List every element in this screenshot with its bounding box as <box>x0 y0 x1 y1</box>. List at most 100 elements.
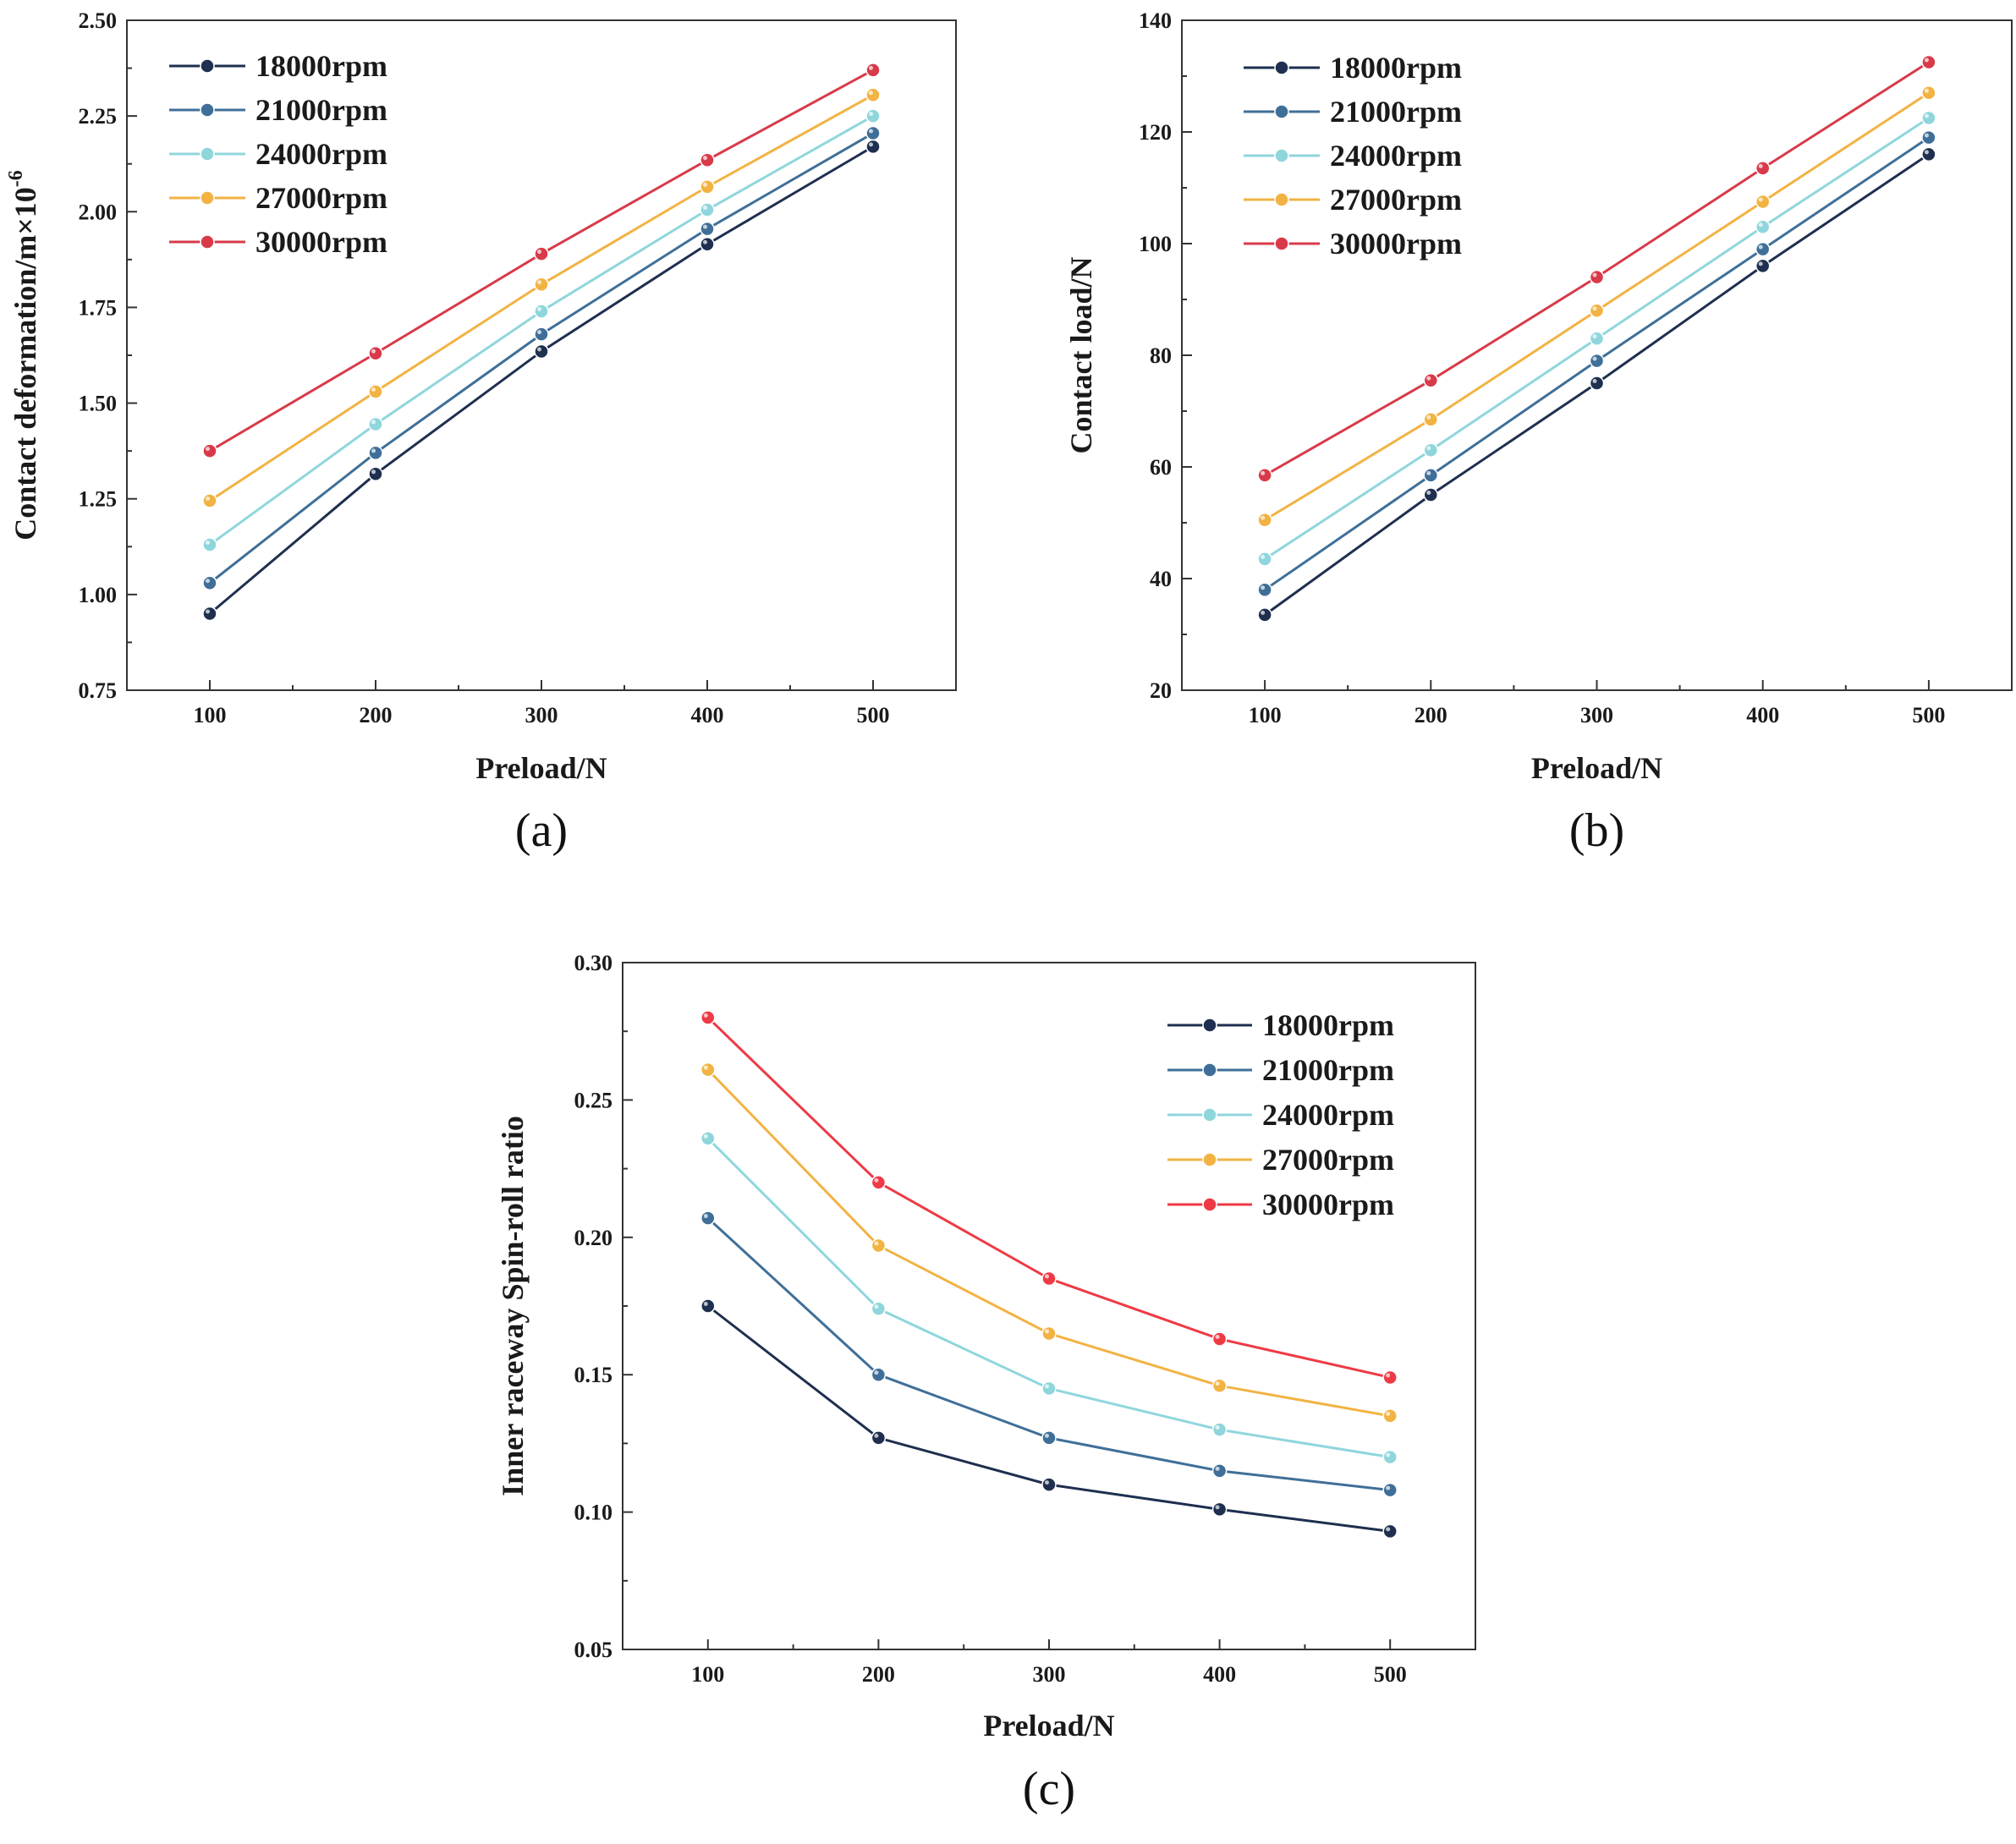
y-tick-label: 0.75 <box>79 678 118 703</box>
data-point-highlight <box>1215 1334 1220 1339</box>
data-point-highlight <box>1924 88 1929 93</box>
data-point <box>1423 372 1439 388</box>
legend: 18000rpm 21000rpm 24000rpm 27000rpm 30000rpm <box>169 49 387 259</box>
data-point <box>1382 1482 1398 1498</box>
legend-entry-label: 18000rpm <box>1330 51 1462 85</box>
data-point-highlight <box>1215 1466 1220 1471</box>
data-point-highlight <box>206 609 210 614</box>
x-tick-label: 400 <box>1746 703 1779 727</box>
data-point <box>1423 468 1439 483</box>
data-point-highlight <box>1215 1381 1220 1386</box>
legend-swatch-marker <box>1274 104 1289 119</box>
data-point-highlight <box>1592 356 1597 361</box>
legend-swatch-marker <box>1202 1152 1217 1167</box>
data-point-highlight <box>869 142 873 147</box>
data-point <box>700 202 715 217</box>
data-point-highlight <box>1592 379 1597 383</box>
data-point-highlight <box>1758 163 1763 168</box>
data-point-highlight <box>869 129 873 134</box>
legend-entry-label: 21000rpm <box>255 93 387 127</box>
data-point-highlight <box>1215 1505 1220 1510</box>
data-point-highlight <box>537 306 541 311</box>
chart-panel-b: 20 40 60 80 100 120 140 100 200 300 400 500 Preload/… <box>1064 8 2013 857</box>
series-line-18000rpm <box>209 145 874 615</box>
data-point <box>1211 1463 1228 1479</box>
data-point-highlight <box>206 496 210 501</box>
y-axis-label-text: Inner raceway Spin-roll ratio <box>496 1116 530 1496</box>
data-point <box>1382 1449 1398 1465</box>
legend-entry-label: 24000rpm <box>255 137 387 171</box>
y-tick-label: 120 <box>1139 120 1172 145</box>
x-axis-label: Preload/N <box>983 1709 1114 1742</box>
data-point-highlight <box>1386 1452 1391 1457</box>
data-point <box>1423 487 1439 502</box>
data-point-highlight <box>206 447 210 452</box>
chart-panel-c: 0.05 0.10 0.15 0.20 0.25 0.30 100 200 300 400 500 P… <box>496 951 1476 1815</box>
data-point <box>700 221 715 237</box>
data-point <box>534 327 549 342</box>
data-point-highlight <box>703 1013 708 1018</box>
series-line-24000rpm <box>706 1137 1391 1459</box>
legend-swatch-marker <box>1274 148 1289 163</box>
data-point <box>1921 129 1936 145</box>
data-point-highlight <box>1261 515 1266 520</box>
panel-label: (a) <box>515 804 568 857</box>
data-point <box>368 384 383 399</box>
data-point-highlight <box>371 469 376 475</box>
data-point-highlight <box>1261 610 1266 615</box>
x-tick-label: 100 <box>194 703 227 727</box>
data-point <box>368 445 383 461</box>
data-point <box>1589 376 1605 391</box>
data-point-highlight <box>703 156 707 161</box>
x-tick-label: 200 <box>862 1662 895 1687</box>
y-axis-label-exponent: -6 <box>5 170 27 187</box>
data-point-highlight <box>371 348 376 354</box>
x-axis-label: Preload/N <box>1531 751 1662 785</box>
x-tick-label: 500 <box>857 703 890 727</box>
data-point <box>1589 303 1605 318</box>
data-point-highlight <box>1426 446 1431 451</box>
data-point <box>202 575 217 591</box>
data-point <box>1211 1331 1228 1347</box>
legend-entry-label: 27000rpm <box>1330 183 1462 217</box>
data-point <box>534 343 549 359</box>
data-point <box>202 606 217 622</box>
data-point <box>534 304 549 319</box>
data-point <box>865 87 881 103</box>
data-point-highlight <box>1758 261 1763 266</box>
data-point-highlight <box>869 91 873 96</box>
data-point <box>534 277 549 293</box>
y-tick-label: 2.50 <box>79 8 118 33</box>
legend-swatch-marker <box>1274 192 1289 207</box>
legend-swatch-marker <box>200 190 215 206</box>
data-point-highlight <box>1045 1480 1049 1485</box>
data-point <box>202 443 217 458</box>
data-point-highlight <box>703 224 707 229</box>
y-axis-label: Inner raceway Spin-roll ratio <box>496 1116 530 1496</box>
data-point-highlight <box>206 541 210 546</box>
legend-swatch-marker <box>200 102 215 118</box>
data-point-highlight <box>1045 1433 1049 1438</box>
data-point <box>865 63 881 78</box>
data-point-highlight <box>1386 1411 1391 1416</box>
data-point <box>1423 412 1439 427</box>
y-tick-label: 140 <box>1139 8 1172 33</box>
y-tick-label: 0.25 <box>574 1088 613 1112</box>
chart-panel-a: 0.75 1.00 1.25 1.50 1.75 2.00 2.25 2.50 100 200 30… <box>5 8 957 857</box>
data-point-highlight <box>703 206 707 211</box>
y-tick-label: 2.25 <box>79 104 118 129</box>
data-point <box>1041 1270 1057 1287</box>
data-point <box>1041 1477 1057 1492</box>
data-point-highlight <box>1592 272 1597 277</box>
data-point <box>700 1131 716 1146</box>
data-point <box>1382 1369 1398 1386</box>
data-point <box>1589 353 1605 369</box>
data-point-highlight <box>1426 470 1431 475</box>
data-point-highlight <box>1924 58 1929 63</box>
data-point-highlight <box>1261 554 1266 559</box>
legend-entry-label: 30000rpm <box>1330 227 1462 261</box>
y-tick-label: 1.00 <box>79 583 118 607</box>
data-point-highlight <box>1758 197 1763 202</box>
data-point <box>1257 582 1272 597</box>
data-point <box>865 125 881 141</box>
